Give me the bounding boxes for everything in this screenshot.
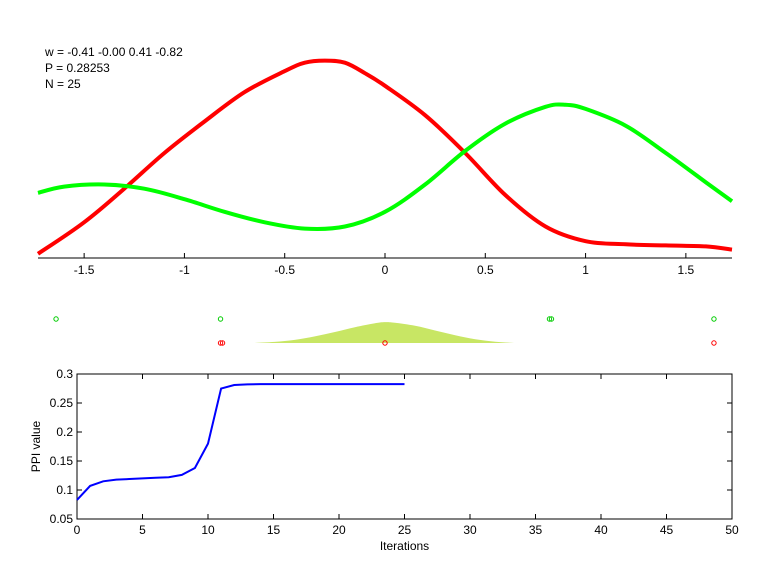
green-sample-point	[53, 316, 59, 322]
y-axis-label: PPI value	[29, 420, 43, 472]
plot-box	[76, 373, 733, 520]
x-axis-label: Iterations	[380, 539, 429, 553]
green-sample-point	[546, 316, 553, 322]
weights-annotation: w = -0.41 -0.00 0.41 -0.82	[44, 45, 183, 59]
ppi-progress-panel: 0 5 10 15 20 25 30 35 40 45 50 0.05 0.1 0.15 0.2 0.25 0.…	[29, 367, 739, 553]
y-tick-label: 0.2	[56, 425, 73, 439]
x-tick-label: 1	[582, 263, 589, 277]
x-tick-label: 40	[594, 523, 608, 537]
x-tick-label: 5	[139, 523, 146, 537]
x-tick-label: 0	[74, 523, 81, 537]
x-tick-label: 45	[660, 523, 674, 537]
x-tick-label: 0	[382, 263, 389, 277]
green-sample-point	[548, 316, 555, 322]
x-tick-label: 30	[463, 523, 477, 537]
x-tick-label: 25	[398, 523, 412, 537]
density-curve-green	[37, 102, 734, 231]
y-tick-label: 0.1	[56, 483, 73, 497]
y-tick-label: 0.15	[50, 454, 74, 468]
x-tick-label: 15	[267, 523, 281, 537]
x-tick-label: -1	[179, 263, 190, 277]
x-tick-label: 20	[332, 523, 346, 537]
x-tick-label: 50	[725, 523, 739, 537]
x-tick-label: 35	[529, 523, 543, 537]
density-curve-red	[36, 58, 733, 256]
x-tick-label: -1.5	[74, 263, 95, 277]
ppi-line	[76, 383, 405, 501]
y-tick-label: 0.25	[50, 396, 74, 410]
y-tick-label: 0.05	[50, 512, 74, 526]
red-sample-point	[711, 340, 717, 346]
n-annotation: N = 25	[45, 77, 81, 91]
x-tick-label: 10	[201, 523, 215, 537]
x-tick-label: 1.5	[678, 263, 695, 277]
y-tick-label: 0.3	[56, 367, 73, 381]
x-tick-label: 0.5	[477, 263, 494, 277]
density-curves-panel: -1.5 -1 -0.5 0 0.5 1 1.5 w = -0.41 -0.00 0.41 …	[36, 45, 734, 277]
red-sample-point	[219, 340, 226, 346]
red-sample-point	[217, 340, 224, 346]
x-tick-label: -0.5	[274, 263, 295, 277]
red-sample-point	[382, 340, 388, 346]
green-sample-point	[217, 316, 224, 322]
p-annotation: P = 0.28253	[45, 61, 110, 75]
green-sample-point	[711, 316, 717, 322]
projected-density-area	[254, 322, 516, 343]
projection-points-panel	[53, 316, 717, 346]
